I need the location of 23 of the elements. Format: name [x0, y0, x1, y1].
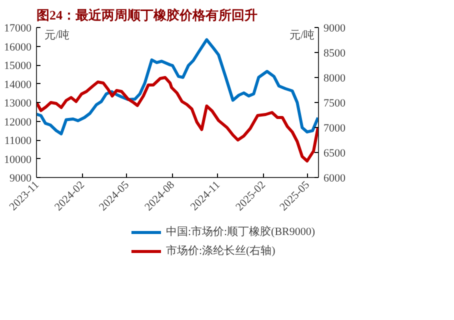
chart-title: 图24：最近两周顺丁橡胶价格有所回升	[36, 8, 258, 22]
y2-tick-label: 6000	[324, 172, 346, 184]
y-tick-label: 12000	[4, 116, 32, 128]
legend-label: 市场价:涤纶长丝(右轴)	[166, 244, 276, 258]
y2-tick-label: 6500	[324, 148, 346, 160]
y-tick-label: 13000	[4, 98, 32, 110]
legend-label: 中国:市场价:顺丁橡胶(BR9000)	[166, 224, 316, 239]
y-tick-label: 9000	[10, 172, 32, 184]
line-series	[36, 76, 318, 162]
y2-tick-label: 7000	[324, 122, 346, 134]
y-tick-label: 15000	[4, 60, 32, 72]
line-series	[36, 38, 318, 136]
y2-tick-label: 8500	[324, 48, 346, 60]
y-tick-label: 17000	[4, 22, 32, 34]
y2-tick-label: 9000	[324, 22, 346, 34]
y2-axis-title: 元/吨	[289, 28, 315, 42]
y2-tick-label: 7500	[324, 98, 346, 110]
y-tick-label: 10000	[4, 154, 32, 166]
y-axis-title: 元/吨	[44, 28, 70, 42]
y-tick-label: 11000	[4, 135, 32, 147]
y2-tick-label: 8000	[324, 72, 346, 84]
y-tick-label: 16000	[4, 41, 32, 54]
y-tick-label: 14000	[4, 78, 32, 91]
